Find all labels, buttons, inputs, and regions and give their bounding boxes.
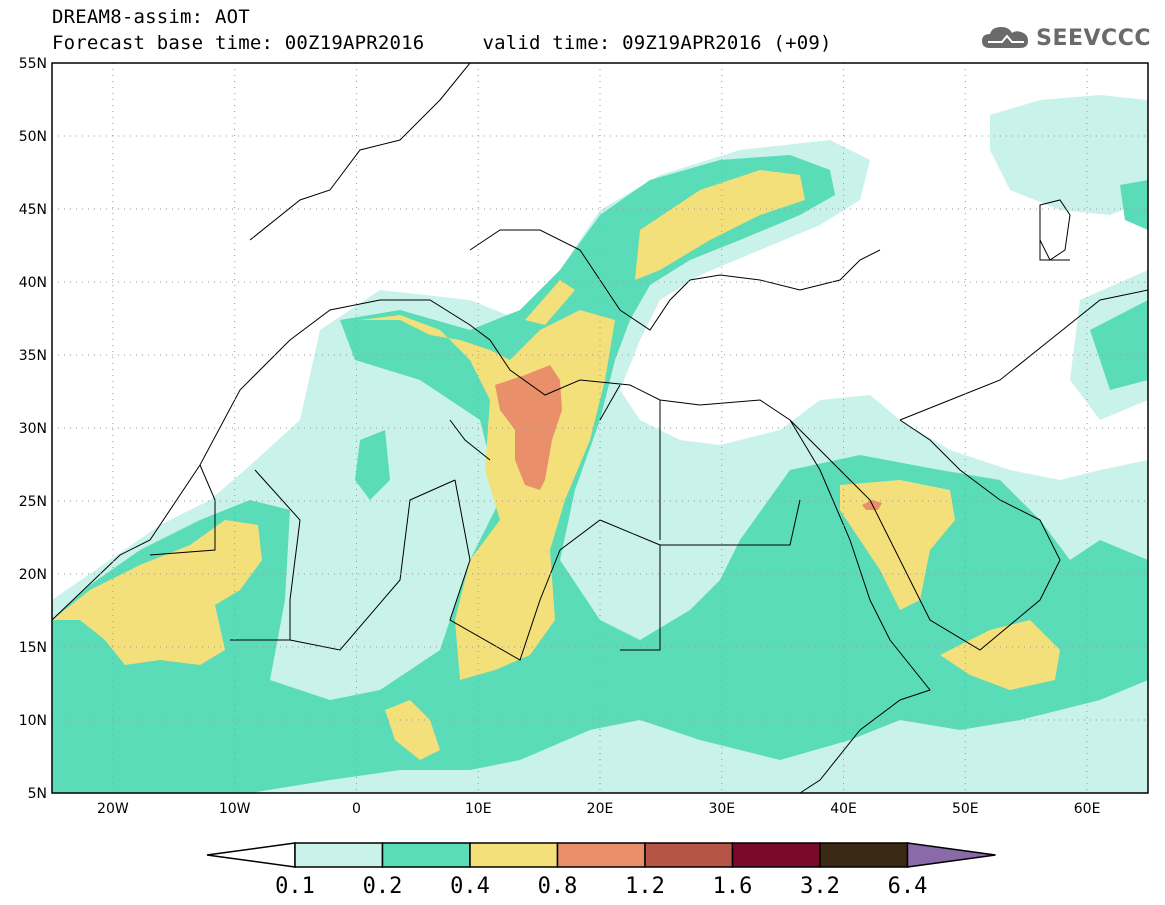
colorbar-swatch: [731, 842, 821, 868]
longitude-labels: 20W 10W 0 10E 20E 30E 40E 50E 60E: [97, 801, 1100, 817]
lon-label: 40E: [830, 801, 857, 817]
aot-contour-0.2: [1090, 300, 1148, 390]
colorbar-label: 3.2: [800, 874, 840, 899]
seevccc-logo: SEEVCCC: [980, 24, 1151, 52]
lat-label: 5N: [28, 786, 47, 802]
lat-label: 30N: [19, 421, 47, 437]
lon-label: 20E: [587, 801, 614, 817]
colorbar: 0.1 0.2 0.4 0.8 1.2 1.6 3.2 6.4: [206, 842, 996, 899]
aot-contour-0.8: [495, 365, 562, 490]
lon-label: 10E: [465, 801, 492, 817]
colorbar-over-arrow: [906, 842, 996, 868]
lat-label: 15N: [19, 640, 47, 656]
colorbar-swatch: [819, 842, 909, 868]
colorbar-label: 0.4: [450, 874, 490, 899]
lon-label: 0: [352, 801, 361, 817]
forecast-times: Forecast base time: 00Z19APR2016 valid ti…: [52, 32, 832, 54]
map-title: DREAM8-assim: AOT: [52, 6, 250, 28]
lon-label: 20W: [97, 801, 129, 817]
aot-contour-0.1: [990, 95, 1148, 215]
lat-label: 35N: [19, 348, 47, 364]
latitude-labels: 55N 50N 45N 40N 35N 30N 25N 20N 15N 10N 5N: [19, 56, 47, 802]
aot-contour-0.2: [52, 155, 1148, 793]
aot-contour-0.4: [385, 700, 440, 760]
aot-contour-0.2: [1120, 180, 1148, 230]
valid-time: valid time: 09Z19APR2016 (+09): [482, 32, 832, 54]
lat-label: 10N: [19, 713, 47, 729]
colorbar-swatch: [644, 842, 734, 868]
colorbar-under-arrow: [206, 842, 296, 868]
colorbar-label: 0.1: [275, 874, 315, 899]
aot-contour-0.4: [52, 520, 262, 665]
colorbar-label: 1.6: [713, 874, 753, 899]
colorbar-swatch: [469, 842, 559, 868]
lon-label: 10W: [219, 801, 251, 817]
colorbar-label: 1.2: [625, 874, 665, 899]
lat-label: 45N: [19, 202, 47, 218]
cloud-icon: [982, 27, 1029, 48]
base-time: Forecast base time: 00Z19APR2016: [52, 32, 425, 54]
colorbar-swatch: [294, 842, 384, 868]
lon-label: 30E: [708, 801, 735, 817]
logo-text: SEEVCCC: [1036, 25, 1151, 51]
colorbar-swatch: [381, 842, 471, 868]
colorbar-swatch: [556, 842, 646, 868]
colorbar-label: 0.8: [538, 874, 578, 899]
aot-contour-0.4: [525, 280, 575, 325]
aot-contour-0.2: [355, 430, 390, 500]
lat-label: 40N: [19, 275, 47, 291]
lon-label: 50E: [952, 801, 979, 817]
colorbar-label: 6.4: [888, 874, 928, 899]
aot-contour-0.4: [635, 170, 805, 280]
lat-label: 25N: [19, 494, 47, 510]
lat-label: 50N: [19, 129, 47, 145]
colorbar-label: 0.2: [363, 874, 403, 899]
lat-label: 20N: [19, 567, 47, 583]
map-frame: [51, 62, 1149, 794]
lat-label: 55N: [19, 56, 47, 72]
aot-contour-0.4: [840, 480, 955, 610]
lon-label: 60E: [1074, 801, 1101, 817]
aot-contour-0.4: [940, 620, 1060, 690]
coastlines: [52, 63, 1148, 793]
aot-field: [52, 95, 1148, 793]
